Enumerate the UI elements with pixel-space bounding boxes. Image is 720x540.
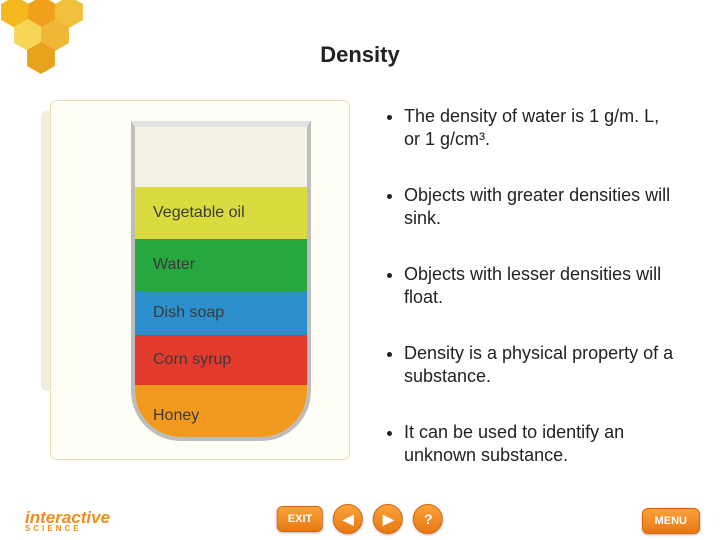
beaker-layer: Honey [135, 385, 307, 441]
content-area: Vegetable oil Water Dish soap Corn syrup Hon… [50, 100, 680, 480]
density-figure: Vegetable oil Water Dish soap Corn syrup Hon… [50, 100, 350, 460]
bullet-item: Density is a physical property of a subs… [404, 342, 680, 387]
bullet-item: The density of water is 1 g/m. L, or 1 g… [404, 105, 680, 150]
layer-label: Honey [153, 407, 199, 425]
prev-button[interactable]: ◀ [333, 504, 363, 534]
footer-bar: interactive SCIENCE EXIT ◀ ▶ ? MENU [0, 500, 720, 540]
beaker-layer [135, 127, 307, 187]
help-button[interactable]: ? [413, 504, 443, 534]
bullet-item: Objects with greater densities will sink… [404, 184, 680, 229]
layer-label: Water [153, 256, 195, 274]
layer-label: Corn syrup [153, 351, 231, 369]
hex-decoration [0, 0, 140, 90]
exit-button[interactable]: EXIT [277, 506, 323, 532]
layer-label: Vegetable oil [153, 204, 245, 222]
bullet-list: The density of water is 1 g/m. L, or 1 g… [380, 100, 680, 480]
logo: interactive SCIENCE [25, 510, 110, 532]
beaker-layer: Corn syrup [135, 335, 307, 385]
beaker-layer: Water [135, 239, 307, 291]
menu-button[interactable]: MENU [642, 508, 700, 534]
beaker-layer: Dish soap [135, 291, 307, 335]
next-button[interactable]: ▶ [373, 504, 403, 534]
bullet-item: It can be used to identify an unknown su… [404, 421, 680, 466]
beaker-layer: Vegetable oil [135, 187, 307, 239]
nav-controls: EXIT ◀ ▶ ? [277, 504, 443, 534]
layer-label: Dish soap [153, 304, 224, 322]
beaker: Vegetable oil Water Dish soap Corn syrup Hon… [131, 121, 311, 441]
bullet-item: Objects with lesser densities will float… [404, 263, 680, 308]
